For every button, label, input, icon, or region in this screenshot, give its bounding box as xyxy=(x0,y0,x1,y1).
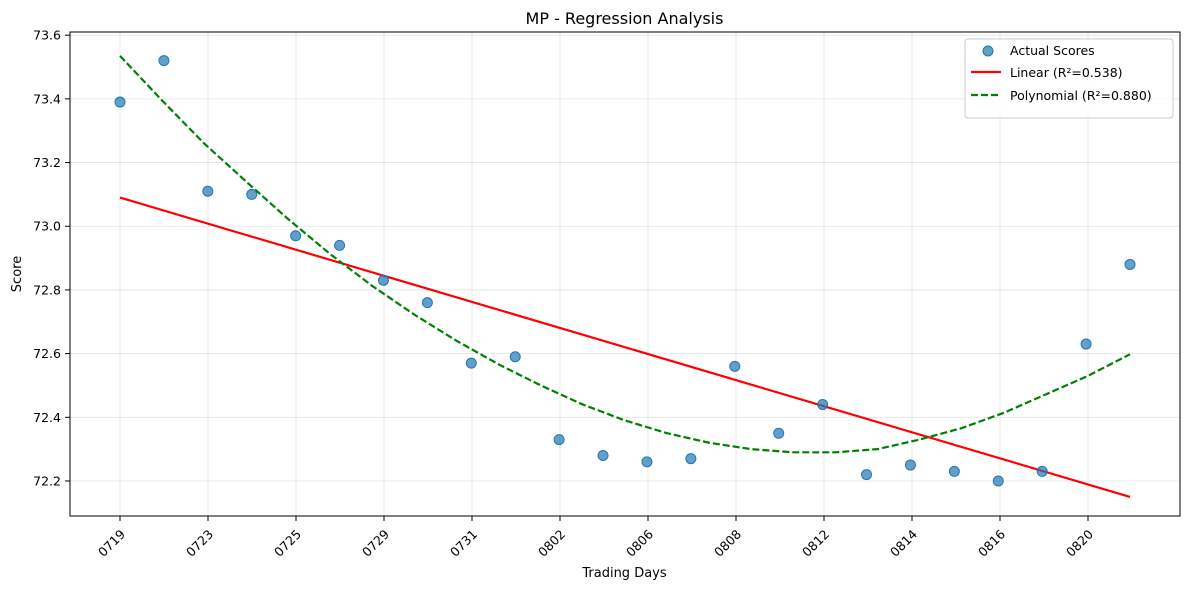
linear-fit-path xyxy=(119,196,1131,498)
x-axis-label: Trading Days xyxy=(581,566,666,581)
x-tick-label: 0816 xyxy=(975,526,1008,559)
data-point xyxy=(465,357,477,369)
plot-frame xyxy=(69,31,1181,517)
x-tick-label: 0812 xyxy=(799,527,832,560)
polynomial-fit-line xyxy=(119,55,1131,454)
data-point xyxy=(685,453,697,465)
data-point xyxy=(334,239,346,251)
y-axis: 72.2 72.4 72.6 72.8 73.0 73.2 73.4 73.6 xyxy=(33,28,70,488)
data-point xyxy=(114,96,126,108)
y-tick-label: 72.6 xyxy=(33,346,61,361)
legend-label-linear: Linear (R²=0.538) xyxy=(1010,65,1123,80)
data-point xyxy=(948,465,960,477)
data-point xyxy=(202,185,214,197)
x-axis: 0719 0723 0725 0729 0731 0802 0806 0808 0812 0814… xyxy=(95,516,1096,560)
polynomial-fit-path xyxy=(119,55,1131,454)
data-point xyxy=(729,360,741,372)
x-tick-label: 0806 xyxy=(623,526,656,559)
chart-title: MP - Regression Analysis xyxy=(526,9,724,28)
data-point xyxy=(992,475,1004,487)
legend-label-polynomial: Polynomial (R²=0.880) xyxy=(1010,88,1152,103)
y-tick-label: 73.4 xyxy=(33,91,61,106)
x-tick-label: 0808 xyxy=(711,526,744,559)
data-point xyxy=(290,230,302,242)
data-point xyxy=(641,456,653,468)
data-point xyxy=(1036,465,1048,477)
legend: Actual Scores Linear (R²=0.538) Polynomi… xyxy=(964,38,1174,119)
y-tick-label: 73.0 xyxy=(33,219,61,234)
legend-scatter-marker xyxy=(982,45,994,57)
data-point xyxy=(1124,258,1136,270)
data-point xyxy=(246,188,258,200)
data-point xyxy=(1080,338,1092,350)
x-tick-label: 0719 xyxy=(95,526,128,559)
x-tick-label: 0802 xyxy=(535,527,568,560)
x-tick-label: 0729 xyxy=(359,526,392,559)
data-point xyxy=(377,274,389,286)
y-tick-label: 72.2 xyxy=(33,473,61,488)
y-tick-label: 73.2 xyxy=(33,155,61,170)
x-tick-label: 0731 xyxy=(447,527,480,560)
x-tick-label: 0820 xyxy=(1063,526,1096,559)
x-tick-label: 0723 xyxy=(183,527,216,560)
x-tick-label: 0814 xyxy=(887,526,920,559)
data-point xyxy=(158,55,170,67)
data-point xyxy=(421,297,433,309)
data-point xyxy=(861,469,873,481)
y-tick-label: 73.6 xyxy=(33,28,61,43)
data-point xyxy=(904,459,916,471)
legend-box xyxy=(964,38,1174,119)
legend-label-actual-scores: Actual Scores xyxy=(1010,43,1095,58)
y-tick-label: 72.8 xyxy=(33,282,61,297)
data-point xyxy=(817,399,829,411)
data-point xyxy=(773,427,785,439)
actual-scores-points xyxy=(114,55,1136,487)
linear-fit-line xyxy=(119,196,1131,498)
x-tick-label: 0725 xyxy=(271,527,304,560)
data-point xyxy=(509,351,521,363)
data-point xyxy=(597,450,609,461)
y-tick-label: 72.4 xyxy=(33,410,61,425)
y-axis-label: Score xyxy=(10,256,25,292)
data-point xyxy=(553,434,565,446)
